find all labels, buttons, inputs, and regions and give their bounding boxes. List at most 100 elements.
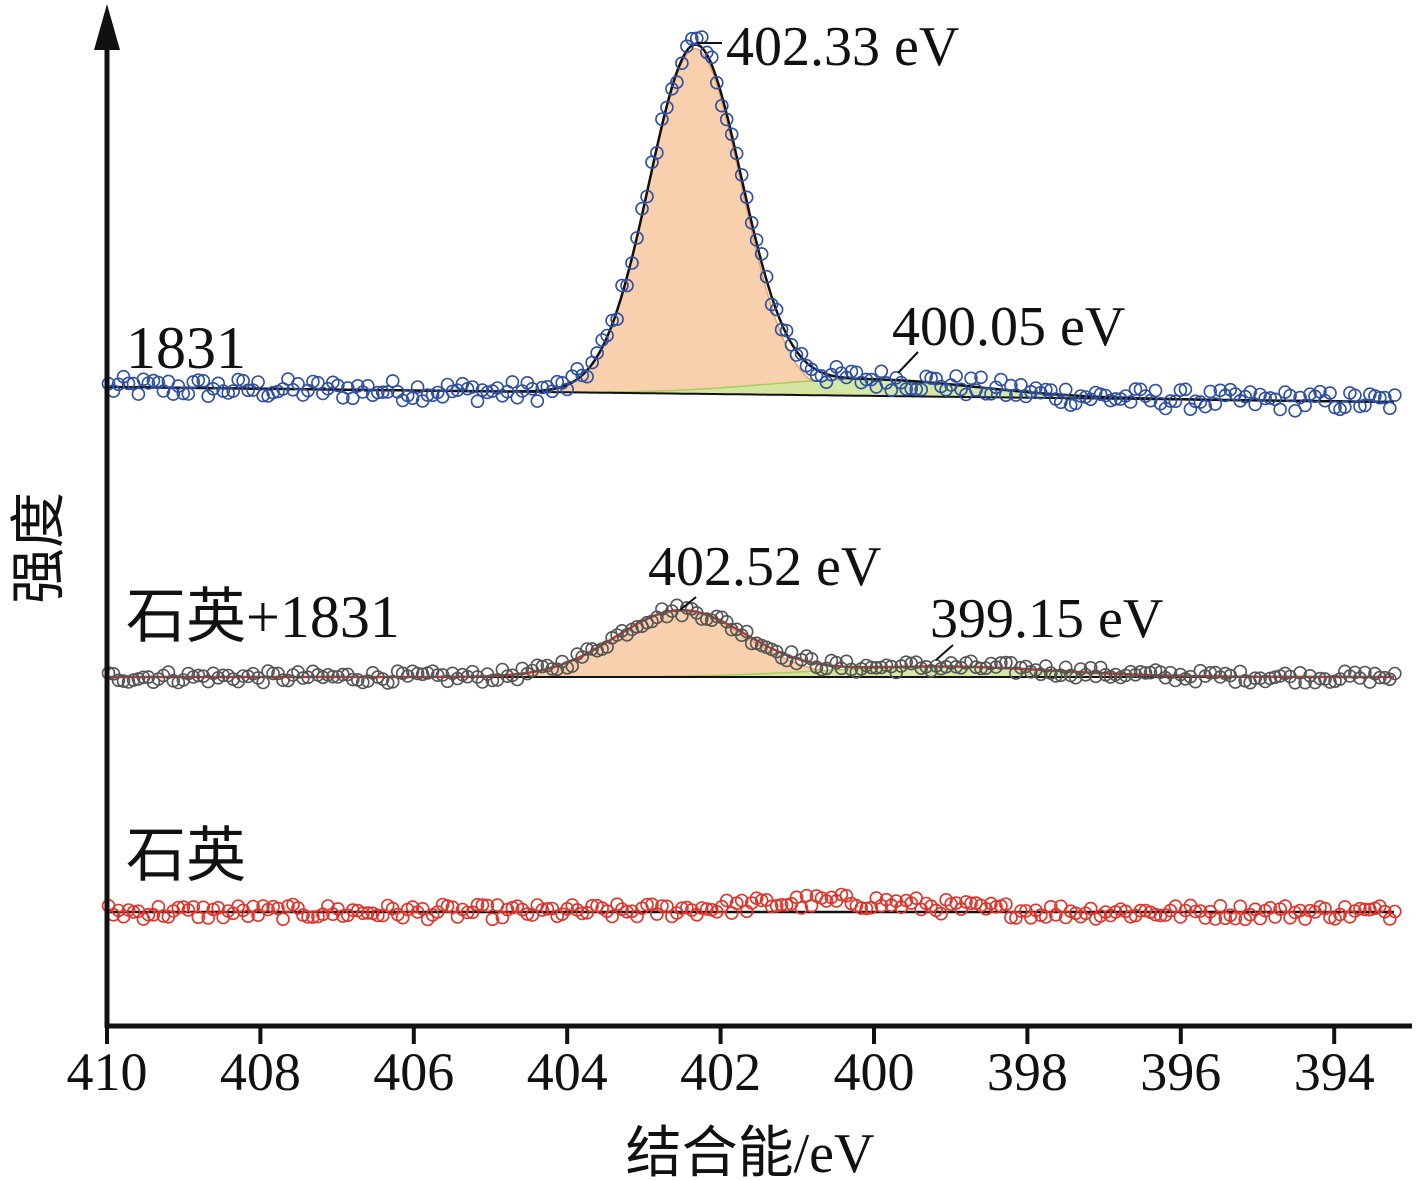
data-point — [1298, 675, 1312, 690]
data-point — [1233, 899, 1247, 914]
data-point — [410, 666, 425, 681]
data-point — [535, 659, 550, 674]
data-point — [540, 901, 555, 916]
data-point — [670, 75, 684, 89]
data-point — [251, 375, 265, 389]
data-point — [675, 56, 689, 71]
data-point — [316, 386, 330, 401]
data-point — [734, 168, 749, 182]
data-point — [714, 98, 729, 113]
peak-leader-400-05 — [897, 351, 919, 374]
data-point — [470, 394, 485, 409]
data-point — [1238, 912, 1252, 927]
data-point — [884, 383, 899, 398]
data-point — [256, 388, 270, 403]
data-point — [505, 375, 520, 389]
data-point — [565, 898, 580, 912]
data-point — [405, 391, 420, 406]
data-point — [1039, 659, 1053, 673]
data-point — [1383, 401, 1397, 416]
data-point — [864, 372, 879, 387]
data-point — [689, 31, 704, 46]
data-point — [1093, 660, 1108, 675]
data-point — [1388, 388, 1402, 402]
data-point — [904, 896, 919, 910]
data-point — [1298, 398, 1312, 413]
data-point — [226, 384, 240, 398]
data-point — [535, 903, 550, 917]
peak-leader-399-15 — [935, 644, 954, 661]
data-point — [764, 297, 779, 312]
data-point — [874, 364, 889, 379]
data-point — [1068, 396, 1083, 411]
data-point — [1378, 904, 1392, 919]
data-point — [1128, 382, 1143, 396]
data-point — [1283, 388, 1297, 403]
data-point — [774, 897, 789, 912]
data-point — [380, 385, 395, 399]
data-point — [291, 376, 305, 391]
data-point — [1243, 385, 1257, 399]
data-point — [430, 905, 445, 919]
x-tick-label-394: 394 — [1294, 1042, 1375, 1102]
data-point — [530, 394, 545, 408]
data-point — [271, 666, 285, 681]
fit-envelope-0 — [108, 43, 1394, 404]
data-point — [914, 382, 929, 397]
data-point — [1208, 397, 1223, 411]
data-point — [789, 890, 804, 905]
data-point — [784, 645, 799, 659]
data-point — [605, 909, 619, 924]
y-axis-arrow — [94, 4, 120, 50]
data-point — [1054, 395, 1068, 410]
data-point — [684, 31, 699, 46]
data-point — [291, 901, 305, 915]
data-point — [1029, 381, 1043, 395]
data-point — [1203, 384, 1218, 399]
data-point — [859, 372, 874, 387]
data-point — [789, 348, 804, 362]
data-point — [510, 672, 525, 687]
data-point — [660, 100, 674, 115]
data-point — [1029, 903, 1043, 918]
data-point — [694, 612, 709, 626]
data-point — [1073, 389, 1088, 403]
data-point — [904, 381, 919, 396]
data-point — [1158, 908, 1173, 922]
data-point — [954, 902, 968, 917]
data-point — [809, 368, 824, 383]
data-point — [744, 636, 759, 651]
data-point — [724, 127, 739, 142]
data-point — [405, 900, 420, 914]
data-point — [500, 669, 515, 684]
x-tick-label-408: 408 — [220, 1042, 301, 1102]
data-point — [430, 668, 445, 683]
x-tick-label-398: 398 — [987, 1042, 1068, 1102]
x-tick-label-402: 402 — [680, 1042, 761, 1102]
data-point — [520, 907, 535, 921]
data-point — [1019, 904, 1033, 918]
x-tick-label-396: 396 — [1140, 1042, 1221, 1102]
series-0 — [101, 30, 1402, 418]
data-point — [1213, 898, 1228, 913]
data-point — [1373, 670, 1387, 685]
data-point — [769, 302, 784, 317]
data-point — [485, 673, 500, 688]
data-point — [610, 312, 624, 327]
data-point — [999, 655, 1013, 670]
data-point — [191, 668, 206, 683]
data-point — [1323, 675, 1337, 689]
data-point — [231, 372, 245, 387]
data-point — [545, 662, 560, 676]
data-point — [879, 658, 894, 673]
data-point — [600, 328, 614, 343]
data-point — [1004, 910, 1018, 925]
data-point — [271, 901, 285, 916]
series-label-quartz-1831: 石英+1831 — [126, 584, 400, 650]
data-point — [560, 382, 575, 397]
data-point — [1178, 382, 1193, 397]
data-point — [699, 45, 714, 60]
data-point — [779, 323, 794, 338]
data-point — [769, 898, 784, 913]
data-point — [994, 372, 1008, 387]
